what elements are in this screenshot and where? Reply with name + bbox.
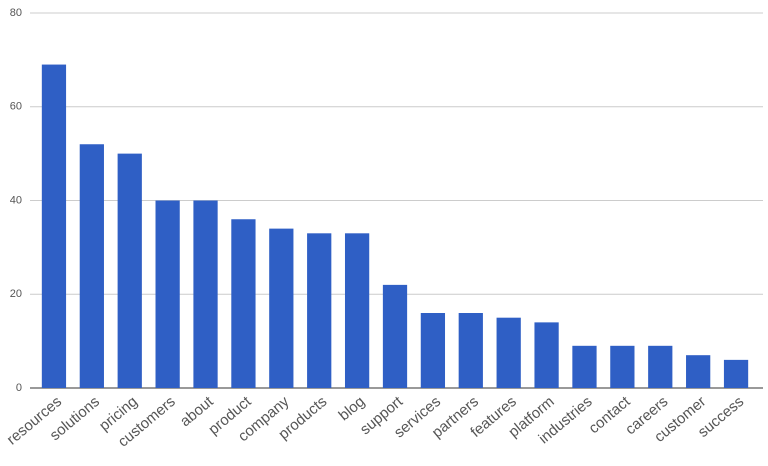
- bar: [686, 355, 711, 388]
- bar: [496, 317, 521, 388]
- bar: [648, 345, 673, 388]
- bar: [231, 219, 256, 388]
- bar: [79, 144, 104, 388]
- bar: [610, 345, 635, 388]
- y-tick-label: 20: [10, 288, 22, 300]
- y-tick-label: 60: [10, 101, 22, 113]
- bar: [155, 200, 180, 388]
- y-tick-label: 40: [10, 194, 22, 206]
- bar: [723, 359, 749, 388]
- bar: [41, 64, 67, 388]
- bar: [534, 322, 559, 388]
- bar: [117, 153, 142, 388]
- bar: [193, 200, 218, 388]
- bar: [382, 284, 408, 388]
- y-tick-label: 80: [10, 7, 22, 19]
- bar: [458, 313, 483, 388]
- bar: [307, 233, 332, 388]
- bar: [420, 313, 446, 388]
- y-tick-label: 0: [16, 382, 22, 394]
- bar: [572, 345, 597, 388]
- bar: [344, 233, 370, 388]
- bar: [269, 228, 294, 388]
